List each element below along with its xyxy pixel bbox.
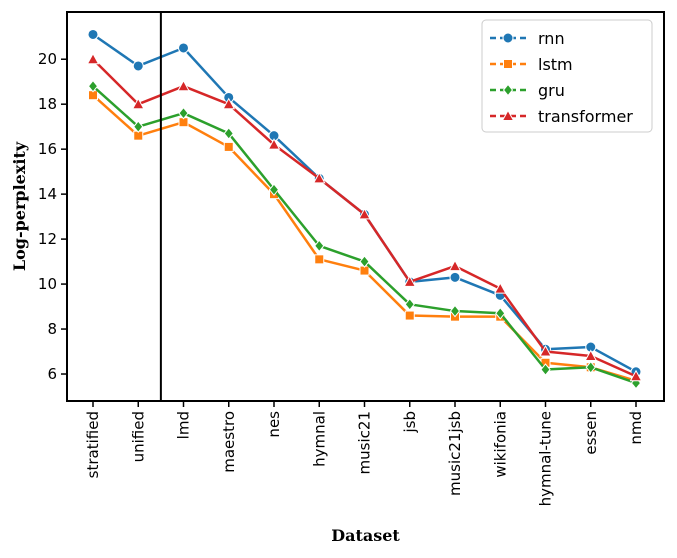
y-axis: 6 8 10 12 14 16 18 20 [38, 50, 67, 383]
data-point-transformer [267, 138, 281, 150]
data-point-transformer [493, 282, 507, 294]
legend: rnn lstm gru transformer [481, 19, 653, 133]
y-tick-label: 10 [38, 275, 57, 293]
legend-label-rnn: rnn [538, 29, 565, 48]
y-tick-label: 20 [38, 50, 57, 68]
x-tick-label: nes [265, 411, 283, 438]
data-point-transformer [222, 97, 236, 110]
data-point-transformer [539, 344, 552, 357]
y-tick-label: 6 [47, 365, 57, 383]
data-point-transformer [358, 207, 371, 220]
data-point-transformer [584, 349, 598, 362]
x-tick-label: essen [582, 411, 600, 455]
data-point-transformer [86, 52, 100, 65]
legend-item-gru: gru [490, 81, 565, 100]
data-point-gru [359, 255, 370, 268]
y-tick-label: 12 [38, 230, 57, 248]
legend-label-lstm: lstm [538, 55, 573, 74]
x-tick-label: wikifonia [491, 411, 509, 478]
data-point-gru [540, 363, 551, 376]
legend-label-gru: gru [538, 81, 565, 100]
data-point-lstm [404, 310, 415, 321]
x-tick-label: hymnal [310, 411, 328, 467]
x-tick-label: music21jsb [446, 411, 464, 496]
x-axis-title: Dataset [331, 526, 400, 545]
data-point-rnn [449, 271, 461, 283]
x-tick-label: maestro [220, 411, 238, 473]
series-lstm [88, 90, 641, 386]
data-point-transformer [177, 79, 190, 92]
data-point-lstm [314, 254, 325, 265]
legend-item-rnn: rnn [490, 29, 565, 48]
y-axis-title: Log-perplexity [10, 141, 29, 271]
series-gru [87, 79, 642, 390]
x-axis: stratified unified lmd maestro nes hymnal musi… [84, 401, 645, 506]
data-point-rnn [132, 60, 144, 72]
data-point-gru [87, 79, 99, 93]
data-point-lstm [223, 141, 234, 152]
y-tick-label: 14 [38, 185, 57, 203]
legend-marker-transformer [501, 109, 515, 121]
x-tick-label: music21 [356, 411, 374, 474]
data-point-gru [495, 307, 506, 320]
x-tick-label: jsb [401, 411, 419, 434]
legend-marker-rnn [502, 32, 514, 44]
y-tick-label: 8 [47, 320, 57, 338]
data-point-gru [449, 304, 461, 318]
data-point-gru [585, 360, 596, 374]
series-transformer [86, 52, 643, 382]
data-point-transformer [403, 275, 417, 287]
legend-marker-lstm [503, 59, 513, 69]
data-point-transformer [131, 97, 145, 110]
data-point-rnn [87, 28, 99, 40]
data-point-gru [314, 239, 325, 253]
legend-box [481, 19, 653, 133]
legend-item-lstm: lstm [490, 55, 573, 74]
data-point-gru [223, 127, 234, 140]
x-tick-label: unified [129, 411, 147, 462]
data-point-gru [268, 183, 280, 196]
x-tick-label: nmd [627, 411, 645, 445]
series-layer [86, 28, 643, 390]
y-tick-label: 16 [38, 140, 57, 158]
series-line-lstm [92, 94, 637, 382]
data-point-gru [178, 106, 189, 120]
data-point-gru [133, 120, 144, 133]
legend-marker-gru [502, 83, 514, 97]
data-point-transformer [312, 171, 326, 184]
x-tick-label: lmd [175, 411, 193, 439]
data-point-gru [404, 298, 415, 311]
x-tick-label: stratified [84, 411, 102, 478]
data-point-transformer [629, 369, 643, 382]
y-tick-label: 18 [38, 95, 57, 113]
x-tick-label: hymnal-tune [537, 411, 555, 506]
plot-frame [66, 11, 665, 402]
data-point-rnn [178, 42, 189, 54]
legend-item-transformer: transformer [490, 107, 633, 126]
legend-label-transformer: transformer [538, 107, 633, 126]
data-point-transformer [448, 259, 462, 272]
